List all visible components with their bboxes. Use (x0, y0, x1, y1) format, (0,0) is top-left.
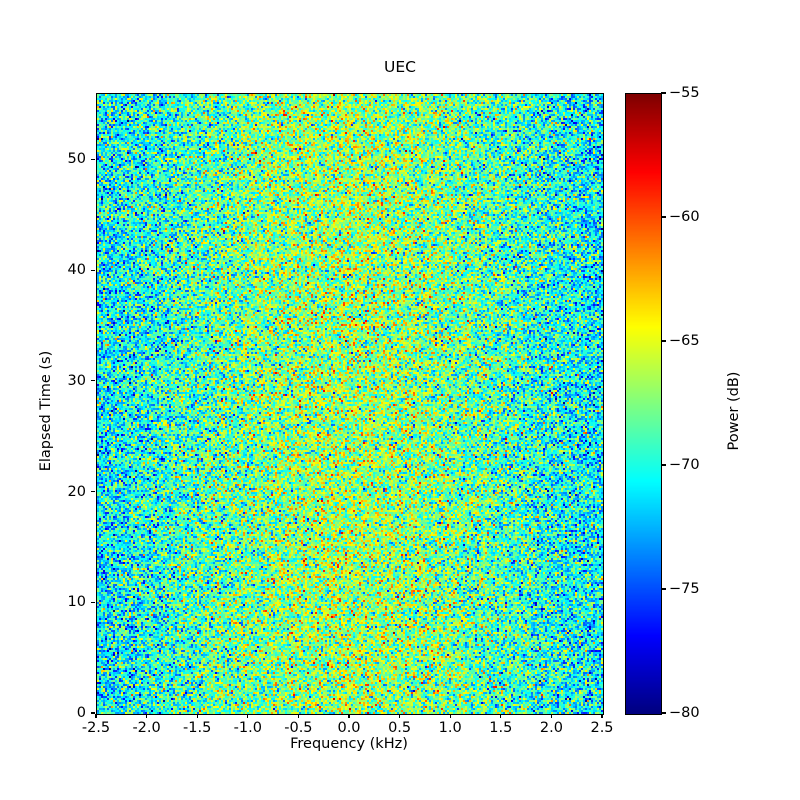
x-tick-mark (297, 714, 299, 718)
colorbar-tick-label: −75 (669, 581, 700, 597)
colorbar-tick-mark (661, 464, 666, 466)
x-tick-label: 1.5 (489, 720, 513, 736)
x-tick-mark (550, 714, 552, 718)
x-tick-mark (399, 714, 401, 718)
x-tick-label: -1.0 (233, 720, 262, 736)
x-tick-mark (348, 714, 350, 718)
x-tick-mark (196, 714, 198, 718)
colorbar-tick-mark (661, 216, 666, 218)
y-tick-mark (91, 601, 95, 603)
x-tick-label: -0.5 (284, 720, 313, 736)
colorbar-tick-label: −55 (669, 85, 700, 101)
x-tick-label: 0.0 (337, 720, 361, 736)
x-tick-label: -2.0 (132, 720, 161, 736)
y-tick-mark (91, 712, 95, 714)
x-tick-mark (146, 714, 148, 718)
x-tick-label: -2.5 (81, 720, 111, 736)
figure-title: UEC (384, 58, 416, 76)
colorbar (625, 93, 662, 715)
y-tick-mark (91, 380, 95, 382)
x-axis-label: Frequency (kHz) (290, 736, 408, 752)
colorbar-tick-label: −80 (669, 705, 700, 721)
y-tick-label: 50 (67, 151, 86, 168)
x-tick-label: 2.0 (539, 720, 563, 736)
colorbar-label: Power (dB) (726, 371, 742, 451)
x-tick-label: 0.5 (388, 720, 412, 736)
x-tick-label: 2.5 (590, 720, 614, 736)
y-tick-label: 30 (67, 372, 86, 389)
colorbar-tick-mark (661, 588, 666, 590)
x-tick-mark (500, 714, 502, 718)
spectrogram-plot-area (96, 93, 604, 715)
y-tick-mark (91, 490, 95, 493)
x-tick-mark (601, 714, 603, 718)
y-tick-label: 0 (76, 705, 86, 721)
colorbar-gradient (626, 94, 661, 714)
y-tick-mark (91, 158, 95, 161)
spectrogram-image (97, 94, 603, 714)
x-tick-label: 1.0 (438, 720, 462, 736)
x-tick-mark (449, 714, 451, 718)
colorbar-tick-mark (661, 92, 666, 94)
colorbar-tick-mark (661, 340, 666, 342)
y-tick-label: 20 (67, 483, 86, 500)
x-tick-mark (95, 714, 97, 718)
x-tick-mark (247, 714, 249, 718)
colorbar-tick-mark (661, 712, 666, 714)
colorbar-tick-label: −60 (669, 209, 700, 225)
y-axis-label: Elapsed Time (s) (38, 350, 54, 472)
x-tick-label: -1.5 (183, 720, 212, 736)
y-tick-label: 40 (67, 262, 86, 279)
colorbar-tick-label: −70 (669, 457, 700, 473)
y-tick-mark (91, 269, 95, 271)
colorbar-tick-label: −65 (669, 333, 700, 349)
y-tick-label: 10 (67, 594, 86, 611)
